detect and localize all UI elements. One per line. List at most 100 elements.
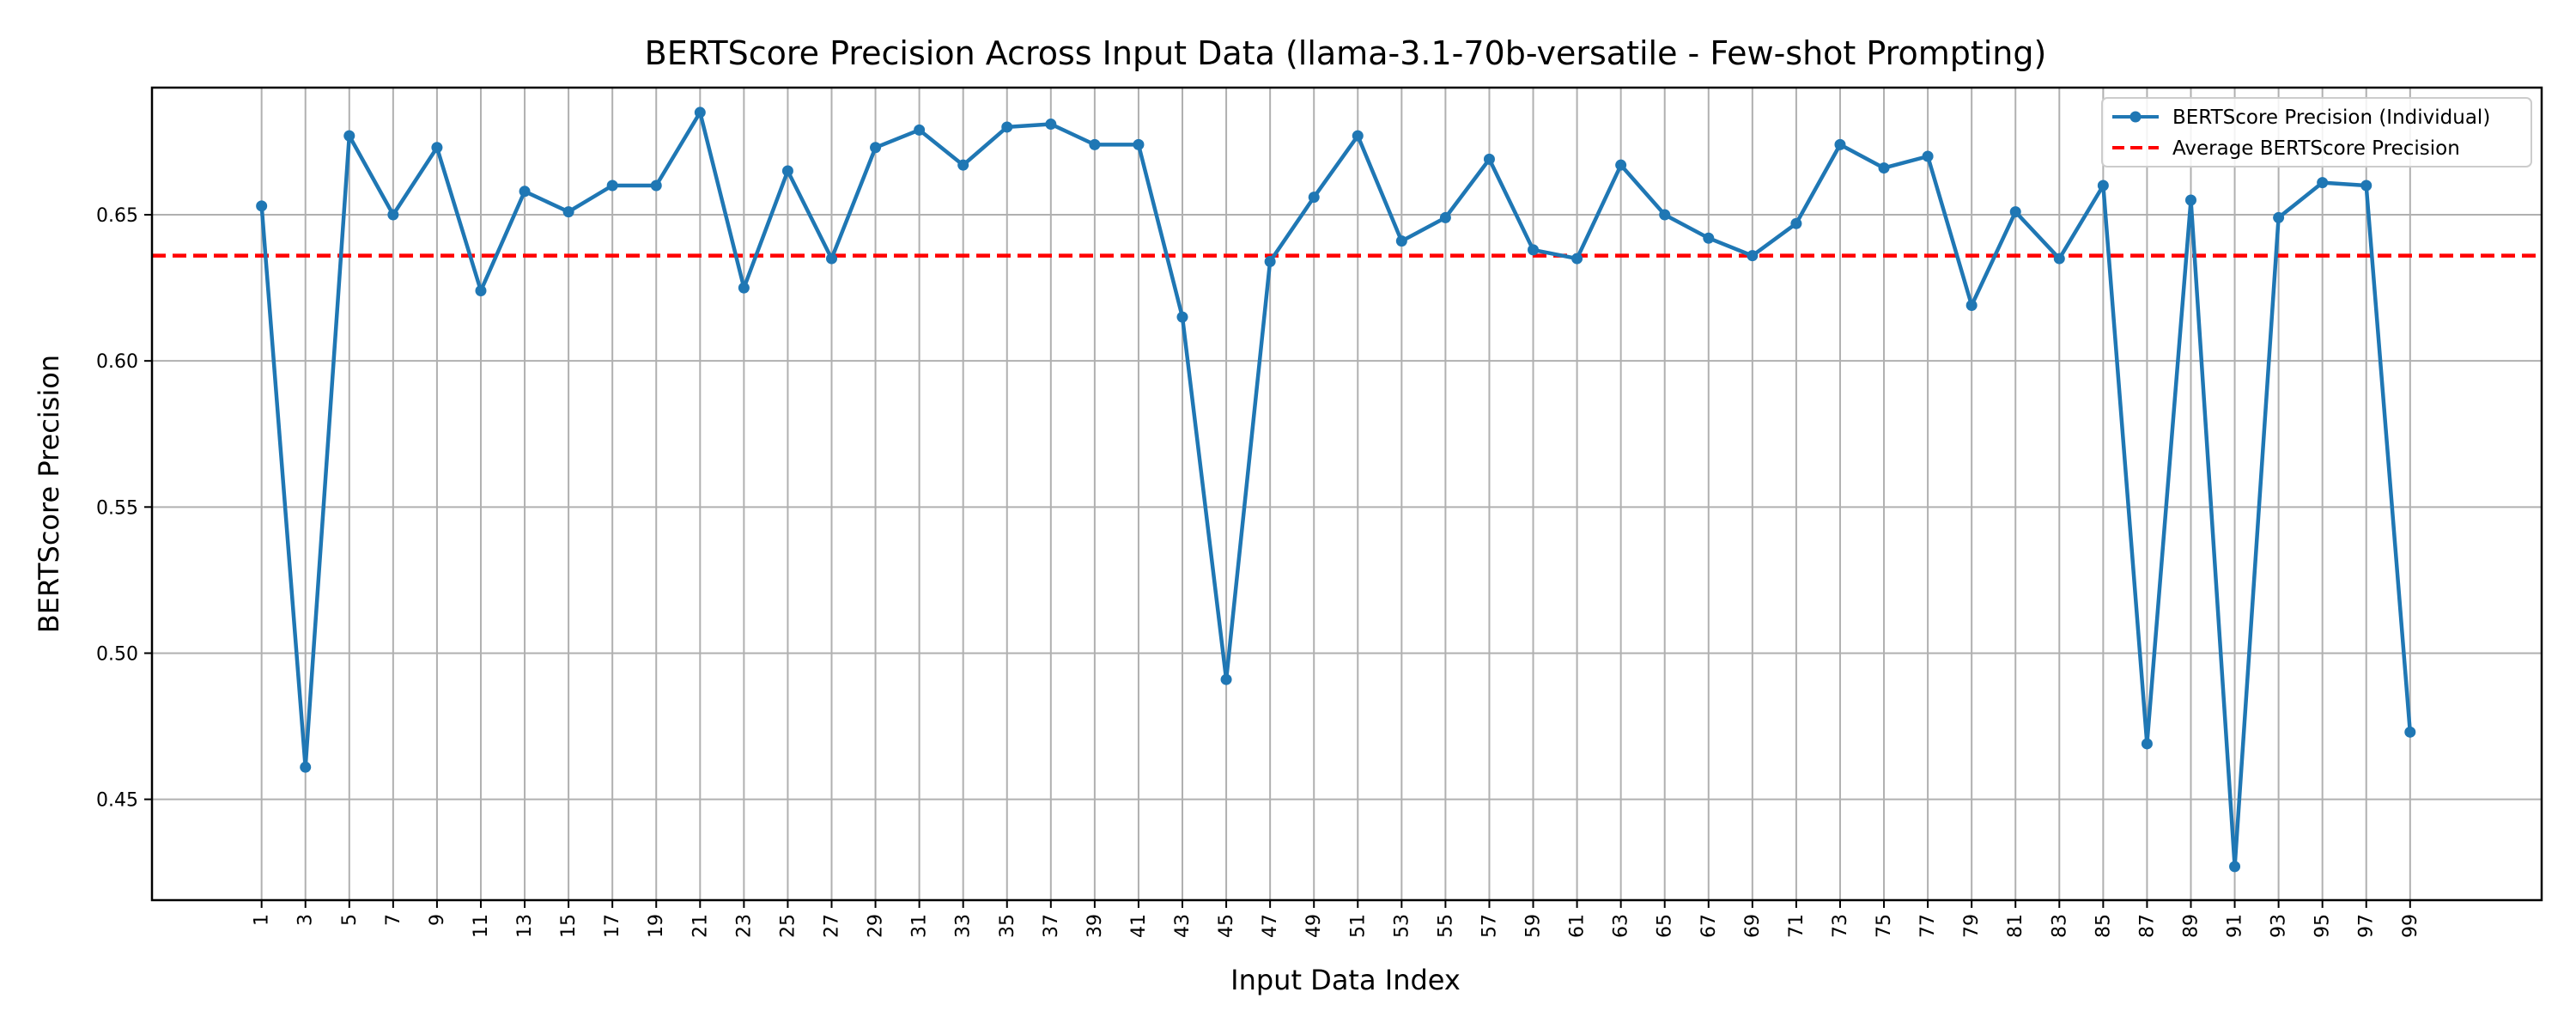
legend-label-average: Average BERTScore Precision: [2172, 137, 2460, 160]
x-tick-label: 7: [383, 914, 404, 926]
data-point: [2404, 726, 2416, 738]
x-tick-label: 15: [558, 914, 580, 938]
plot-frame: [150, 86, 2543, 902]
data-point: [1483, 153, 1495, 165]
x-tick-label: 45: [1216, 914, 1237, 938]
x-tick-label: 23: [733, 914, 755, 938]
x-tick-label: 61: [1567, 914, 1589, 938]
x-tick-label: 77: [1917, 914, 1939, 938]
x-tick-label: 13: [514, 914, 536, 938]
data-point: [1439, 211, 1451, 223]
x-tick-label: 17: [602, 914, 623, 938]
data-point: [914, 124, 926, 136]
x-tick-label: 91: [2225, 914, 2246, 938]
data-point: [2360, 180, 2372, 192]
x-tick-label: 69: [1742, 914, 1764, 938]
y-tick-label: 0.45: [96, 790, 138, 812]
x-tick-label: 49: [1303, 914, 1325, 938]
data-point: [1045, 119, 1057, 131]
grid-layer: [152, 88, 2542, 900]
x-tick-label: 39: [1084, 914, 1106, 938]
data-point: [606, 180, 618, 192]
x-tick-label: 41: [1128, 914, 1150, 938]
x-tick-label: 81: [2005, 914, 2026, 938]
data-point: [2273, 211, 2285, 223]
x-tick-label: 27: [821, 914, 842, 938]
data-point: [475, 285, 487, 296]
data-point: [1220, 673, 1232, 685]
x-tick-label: 57: [1479, 914, 1500, 938]
legend-series-marker: [2129, 111, 2142, 123]
x-tick-label: 51: [1347, 914, 1369, 938]
x-tick-label: 79: [1961, 914, 1983, 938]
x-tick-label: 55: [1435, 914, 1456, 938]
data-point: [519, 186, 531, 198]
x-tick-label: 11: [471, 914, 492, 938]
data-point: [1790, 217, 1802, 229]
data-point: [870, 142, 882, 154]
y-tick-label: 0.55: [96, 497, 138, 519]
data-point: [957, 159, 969, 171]
x-tick-label: 71: [1786, 914, 1807, 938]
data-point: [1352, 130, 1364, 142]
legend: BERTScore Precision (Individual) Average…: [2101, 97, 2532, 167]
x-tick-label: 31: [909, 914, 931, 938]
data-point: [825, 253, 837, 265]
data-point: [1659, 209, 1671, 221]
data-point: [1922, 150, 1934, 162]
data-point: [1264, 255, 1276, 267]
x-tick-label: 19: [646, 914, 667, 938]
y-tick-label: 0.50: [96, 643, 138, 665]
data-point: [781, 165, 793, 177]
data-point: [1571, 253, 1583, 265]
x-tick-label: 65: [1655, 914, 1676, 938]
x-tick-label: 25: [777, 914, 799, 938]
x-tick-label: 99: [2400, 914, 2421, 938]
data-point: [738, 282, 750, 294]
data-point: [2097, 180, 2109, 192]
x-axis-label: Input Data Index: [1230, 964, 1461, 996]
x-tick-label: 87: [2136, 914, 2158, 938]
x-tick-label: 33: [953, 914, 975, 938]
data-point: [300, 761, 312, 773]
data-point: [1965, 300, 1978, 312]
legend-label-individual: BERTScore Precision (Individual): [2172, 107, 2490, 129]
x-tick-label: 47: [1260, 914, 1281, 938]
data-point: [2141, 738, 2153, 750]
y-axis-label: BERTScore Precision: [33, 355, 65, 633]
data-point: [2317, 177, 2329, 189]
x-tick-label: 9: [427, 914, 448, 926]
y-tick-label: 0.65: [96, 205, 138, 227]
series-line: [259, 110, 2413, 869]
data-point: [1176, 311, 1188, 323]
data-point: [562, 206, 574, 218]
data-point: [387, 209, 399, 221]
data-point: [1834, 138, 1846, 150]
legend-box: [2101, 97, 2532, 167]
data-point: [1703, 232, 1715, 244]
data-point: [2053, 253, 2065, 265]
x-axis-ticks: 1 3 5 7 9 11 13 15 17 19 21 23 25 27 29 31 33 35 37 39 41 43 4…: [252, 900, 2421, 938]
data-point: [650, 180, 662, 192]
data-point: [431, 142, 443, 154]
data-point: [1308, 192, 1320, 204]
x-tick-label: 63: [1611, 914, 1632, 938]
x-tick-label: 95: [2312, 914, 2334, 938]
data-point: [1878, 162, 1890, 174]
data-point: [1747, 250, 1759, 262]
data-point: [1001, 121, 1013, 133]
data-point: [343, 130, 355, 142]
data-point: [2184, 194, 2196, 206]
x-tick-label: 29: [866, 914, 887, 938]
data-point: [1089, 138, 1101, 150]
data-point: [1615, 159, 1627, 171]
data-point: [2229, 861, 2241, 873]
x-tick-label: 43: [1172, 914, 1194, 938]
data-point: [256, 200, 268, 212]
chart-title: BERTScore Precision Across Input Data (l…: [645, 34, 2047, 72]
x-tick-label: 5: [339, 914, 361, 926]
x-tick-label: 89: [2180, 914, 2202, 938]
x-tick-label: 1: [252, 914, 273, 926]
